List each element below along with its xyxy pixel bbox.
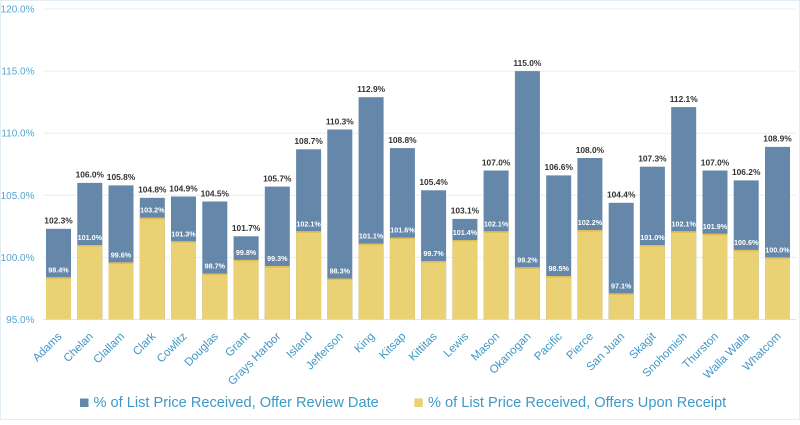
svg-text:100.0%: 100.0%: [1, 253, 35, 264]
svg-text:106.2%: 106.2%: [732, 167, 761, 177]
svg-text:103.1%: 103.1%: [451, 206, 480, 216]
svg-text:105.7%: 105.7%: [263, 173, 292, 183]
svg-text:99.6%: 99.6%: [111, 250, 132, 259]
svg-text:97.1%: 97.1%: [611, 281, 632, 290]
svg-text:115.0%: 115.0%: [1, 67, 34, 78]
svg-text:102.3%: 102.3%: [44, 216, 73, 226]
svg-text:99.3%: 99.3%: [267, 254, 288, 263]
svg-text:99.2%: 99.2%: [517, 255, 538, 264]
svg-text:101.7%: 101.7%: [232, 223, 261, 233]
svg-text:102.1%: 102.1%: [484, 219, 509, 228]
svg-text:104.4%: 104.4%: [607, 190, 636, 200]
svg-text:107.0%: 107.0%: [701, 157, 730, 167]
svg-text:100.0%: 100.0%: [765, 245, 790, 254]
svg-text:102.2%: 102.2%: [578, 218, 603, 227]
svg-text:95.0%: 95.0%: [6, 315, 34, 326]
svg-text:98.3%: 98.3%: [330, 267, 351, 276]
svg-text:101.0%: 101.0%: [78, 233, 103, 242]
svg-text:% of List Price Received, Offe: % of List Price Received, Offer Review D…: [94, 395, 379, 411]
svg-text:101.1%: 101.1%: [359, 232, 384, 241]
svg-text:% of List Price Received, Offe: % of List Price Received, Offers Upon Re…: [428, 395, 726, 411]
svg-text:103.2%: 103.2%: [140, 206, 165, 215]
svg-text:112.9%: 112.9%: [357, 84, 385, 94]
svg-text:98.5%: 98.5%: [549, 264, 570, 273]
svg-text:101.9%: 101.9%: [703, 222, 728, 231]
svg-text:108.8%: 108.8%: [388, 135, 417, 145]
svg-text:108.7%: 108.7%: [294, 136, 323, 146]
svg-text:112.1%: 112.1%: [670, 94, 698, 104]
svg-text:98.4%: 98.4%: [48, 265, 69, 274]
svg-text:99.7%: 99.7%: [423, 249, 444, 258]
svg-text:98.7%: 98.7%: [205, 262, 226, 271]
svg-text:110.0%: 110.0%: [1, 129, 34, 140]
svg-text:120.0%: 120.0%: [1, 5, 35, 16]
svg-text:115.0%: 115.0%: [513, 58, 541, 68]
svg-text:101.4%: 101.4%: [453, 228, 478, 237]
svg-text:108.0%: 108.0%: [576, 145, 605, 155]
svg-text:104.9%: 104.9%: [169, 183, 198, 193]
svg-text:108.9%: 108.9%: [763, 134, 792, 144]
svg-text:107.0%: 107.0%: [482, 157, 511, 167]
svg-text:101.6%: 101.6%: [390, 226, 415, 235]
svg-text:101.0%: 101.0%: [640, 233, 665, 242]
svg-text:105.0%: 105.0%: [1, 191, 35, 202]
svg-text:102.1%: 102.1%: [672, 219, 697, 228]
svg-text:105.4%: 105.4%: [419, 177, 448, 187]
svg-text:104.8%: 104.8%: [138, 185, 167, 195]
svg-text:101.3%: 101.3%: [171, 229, 196, 238]
svg-text:110.3%: 110.3%: [326, 116, 354, 126]
svg-text:100.6%: 100.6%: [734, 238, 759, 247]
svg-text:106.0%: 106.0%: [76, 170, 105, 180]
svg-text:104.5%: 104.5%: [201, 188, 230, 198]
svg-text:105.8%: 105.8%: [107, 172, 136, 182]
svg-text:99.8%: 99.8%: [236, 248, 257, 257]
svg-text:107.3%: 107.3%: [638, 154, 667, 164]
svg-text:106.6%: 106.6%: [544, 162, 573, 172]
svg-text:102.1%: 102.1%: [296, 219, 321, 228]
